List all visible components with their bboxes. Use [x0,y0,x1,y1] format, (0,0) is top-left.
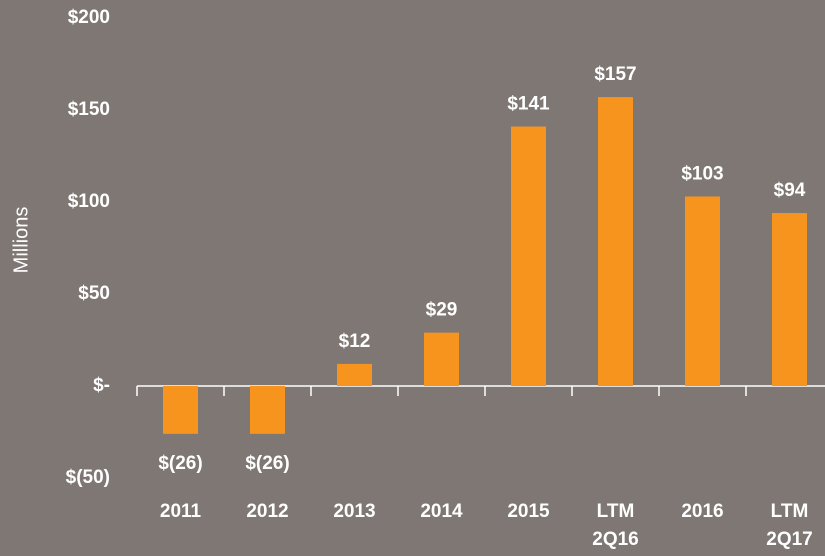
bar [424,332,459,386]
bar [598,97,633,387]
value-label: $(26) [158,453,202,474]
x-tick-label: 2012 [246,501,288,522]
x-tick-label: 2015 [507,501,550,522]
bar [685,196,720,386]
y-tick-label: $50 [78,283,110,304]
x-tick-label: LTM 2Q17 [766,501,812,550]
value-label: $(26) [245,453,289,474]
x-tick-label: 2013 [333,501,375,522]
y-tick-label: $- [93,375,110,396]
bar [772,213,807,386]
y-tick-label: $200 [68,7,110,28]
bar [511,126,546,386]
x-tick-label: 2011 [160,501,202,522]
bar [337,363,372,386]
value-label: $141 [507,94,550,115]
value-label: $94 [774,180,806,201]
value-label: $29 [426,300,458,321]
y-tick-label: $100 [68,191,110,212]
x-tick-label: LTM 2Q16 [592,501,638,550]
y-tick-label: $(50) [66,467,110,488]
x-tick-label: 2014 [420,501,463,522]
bar [163,386,198,434]
bar [250,386,285,434]
y-tick-label: $150 [68,99,110,120]
x-tick-label: 2016 [681,501,723,522]
value-label: $157 [594,64,636,85]
value-label: $12 [339,331,371,352]
y-axis-title: Millions [10,207,32,274]
value-label: $103 [681,163,723,184]
